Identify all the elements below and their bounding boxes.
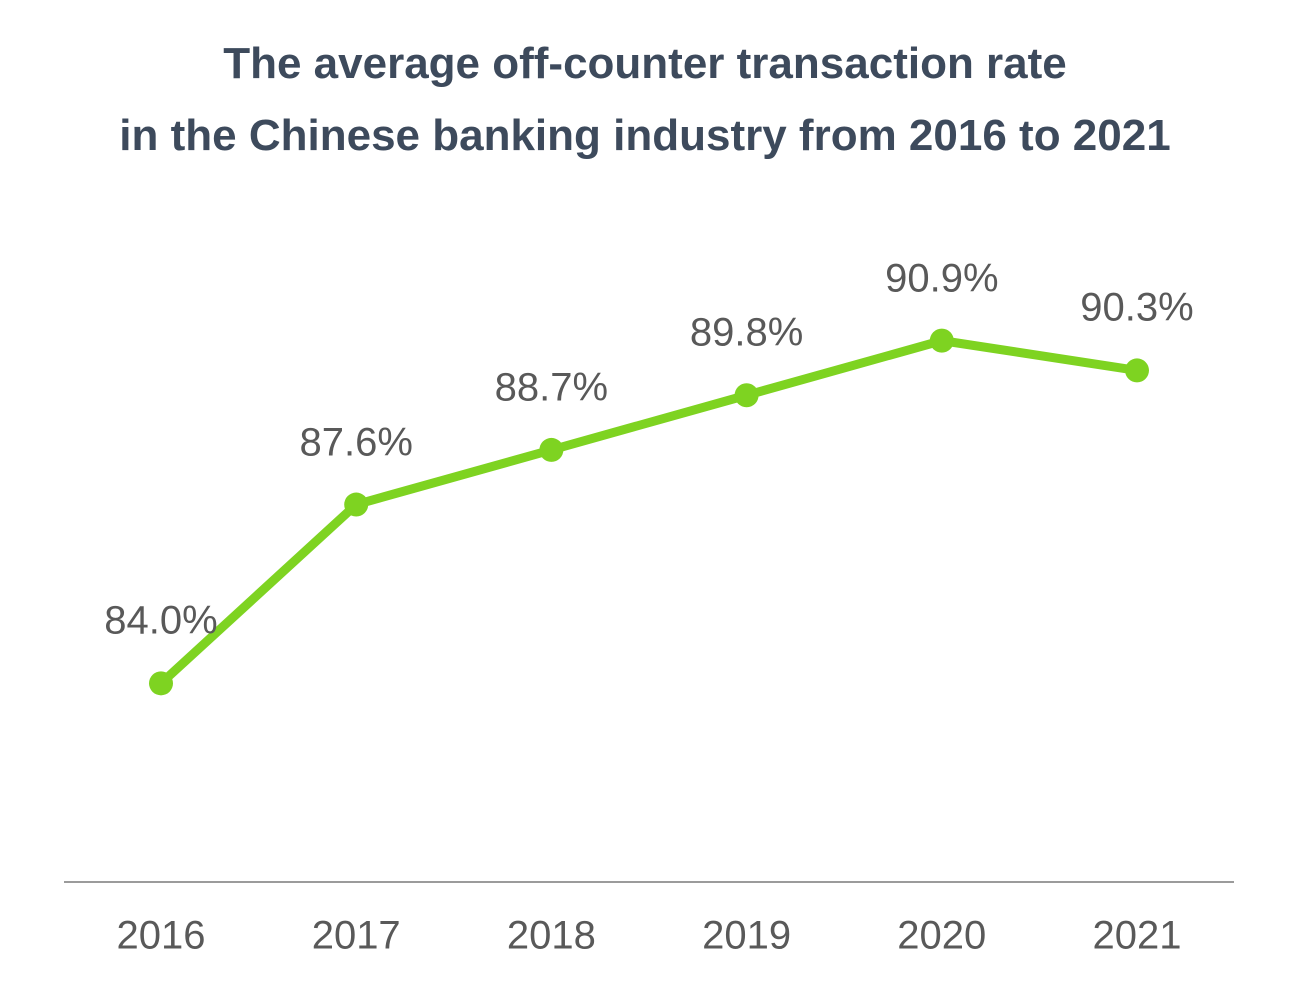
- data-point-2018: [539, 437, 564, 462]
- line-series: [156, 336, 1142, 688]
- chart-title-line-1: The average off-counter transaction rate: [223, 39, 1067, 88]
- data-point-2021: [1125, 358, 1149, 383]
- data-point-2019: [734, 383, 759, 408]
- data-point-2017: [344, 492, 369, 517]
- data-point-2016: [149, 671, 173, 696]
- data-point-2020: [929, 328, 954, 353]
- chart-title: The average off-counter transaction rate…: [0, 28, 1290, 172]
- chart-title-line-2: in the Chinese banking industry from 201…: [119, 111, 1171, 160]
